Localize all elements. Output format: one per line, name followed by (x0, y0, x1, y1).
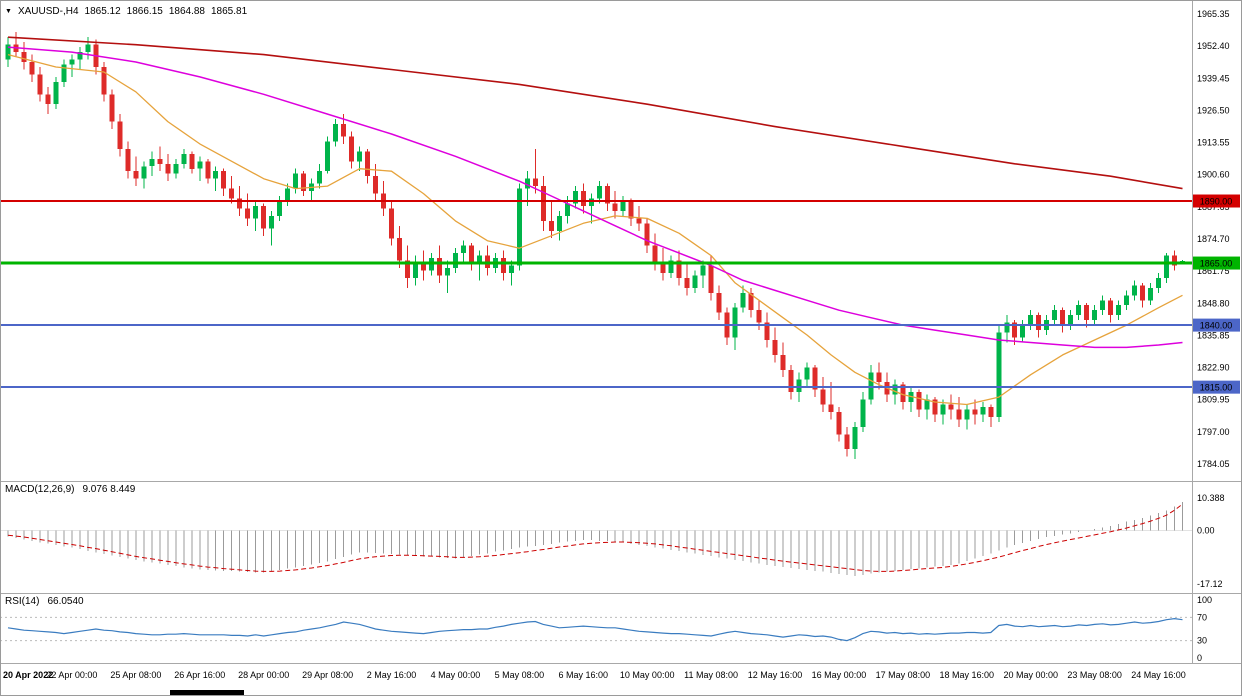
ma-fast-line (7, 53, 1183, 406)
svg-text:1900.60: 1900.60 (1197, 170, 1230, 180)
time-label: 5 May 08:00 (495, 670, 545, 680)
macd-values: 9.076 8.449 (82, 484, 136, 495)
time-label: 24 May 16:00 (1131, 670, 1186, 680)
time-label: 18 May 16:00 (940, 670, 995, 680)
time-label: 4 May 00:00 (431, 670, 481, 680)
time-label: 20 May 00:00 (1003, 670, 1058, 680)
price-axis-labels: 1965.35 1952.40 1939.45 1926.50 1913.55 1900.… (1197, 9, 1230, 469)
rsi-axis-labels: 100 70 30 0 (1197, 595, 1212, 663)
pane-separators (0, 481, 1242, 664)
svg-text:1874.70: 1874.70 (1197, 234, 1230, 244)
svg-text:30: 30 (1197, 636, 1207, 646)
time-label: 17 May 08:00 (876, 670, 931, 680)
close-value: 1865.81 (210, 6, 248, 17)
svg-text:1822.90: 1822.90 (1197, 363, 1230, 373)
time-label: 12 May 16:00 (748, 670, 803, 680)
time-label: 29 Apr 08:00 (302, 670, 353, 680)
time-label: 28 Apr 00:00 (238, 670, 289, 680)
svg-text:1848.80: 1848.80 (1197, 298, 1230, 308)
svg-text:1865.00: 1865.00 (1200, 259, 1233, 269)
time-label: 10 May 00:00 (620, 670, 675, 680)
price-tag-1815.00 (1193, 380, 1240, 394)
rsi-line (7, 617, 1183, 642)
svg-text:100: 100 (1197, 595, 1212, 605)
time-label: 26 Apr 16:00 (174, 670, 225, 680)
price-tag-1840.00 (1193, 318, 1240, 332)
collapse-triangle-icon[interactable]: ▼ (5, 8, 12, 15)
price-tag-1865.00 (1193, 256, 1240, 270)
macd-label: MACD(12,26,9) 9.076 8.449 (5, 484, 135, 495)
ma-mid-line (7, 46, 1183, 349)
time-label: 25 Apr 08:00 (110, 670, 161, 680)
svg-text:1835.85: 1835.85 (1197, 330, 1230, 340)
time-label: 20 Apr 2022 (3, 670, 53, 680)
ohlc-header: ▼ XAUUSD-,H4 1865.12 1866.15 1864.88 186… (5, 6, 247, 17)
high-value: 1866.15 (126, 6, 163, 17)
macd-histogram (7, 502, 1184, 576)
time-label: 22 Apr 00:00 (46, 670, 97, 680)
macd-title: MACD(12,26,9) (5, 484, 75, 495)
time-label: 23 May 08:00 (1067, 670, 1122, 680)
symbol-timeframe-label: XAUUSD-,H4 (17, 6, 79, 17)
svg-text:1815.00: 1815.00 (1200, 383, 1233, 393)
time-label: 6 May 16:00 (559, 670, 609, 680)
rsi-title: RSI(14) (5, 596, 40, 607)
macd-signal-line (7, 503, 1183, 572)
macd-axis-labels: 10.388 0.00 -17.12 (1197, 493, 1225, 589)
svg-text:1939.45: 1939.45 (1197, 73, 1230, 83)
svg-text:1952.40: 1952.40 (1197, 41, 1230, 51)
svg-text:70: 70 (1197, 612, 1207, 622)
time-label: 16 May 00:00 (812, 670, 867, 680)
svg-text:1784.05: 1784.05 (1197, 459, 1230, 469)
price-tag-1890.00 (1193, 194, 1240, 208)
svg-text:1797.00: 1797.00 (1197, 427, 1230, 437)
ma-slow-line (7, 36, 1183, 190)
rsi-label: RSI(14) 66.0540 (5, 596, 84, 607)
svg-text:10.388: 10.388 (1197, 493, 1225, 503)
svg-text:0: 0 (1197, 653, 1202, 663)
svg-text:0.00: 0.00 (1197, 525, 1215, 535)
rsi-value: 66.0540 (47, 596, 84, 607)
svg-text:-17.12: -17.12 (1197, 579, 1223, 589)
svg-text:1809.95: 1809.95 (1197, 395, 1230, 405)
svg-text:1861.75: 1861.75 (1197, 266, 1230, 276)
low-value: 1864.88 (168, 6, 205, 17)
open-value: 1865.12 (84, 6, 121, 17)
svg-text:1890.00: 1890.00 (1200, 197, 1233, 207)
time-label: 11 May 08:00 (684, 670, 738, 680)
time-label: 2 May 16:00 (367, 670, 417, 680)
svg-text:1926.50: 1926.50 (1197, 105, 1230, 115)
svg-text:1840.00: 1840.00 (1200, 321, 1233, 331)
svg-text:1913.55: 1913.55 (1197, 138, 1230, 148)
horizontal-scrollbar-thumb[interactable] (170, 690, 244, 695)
svg-text:1965.35: 1965.35 (1197, 9, 1230, 19)
